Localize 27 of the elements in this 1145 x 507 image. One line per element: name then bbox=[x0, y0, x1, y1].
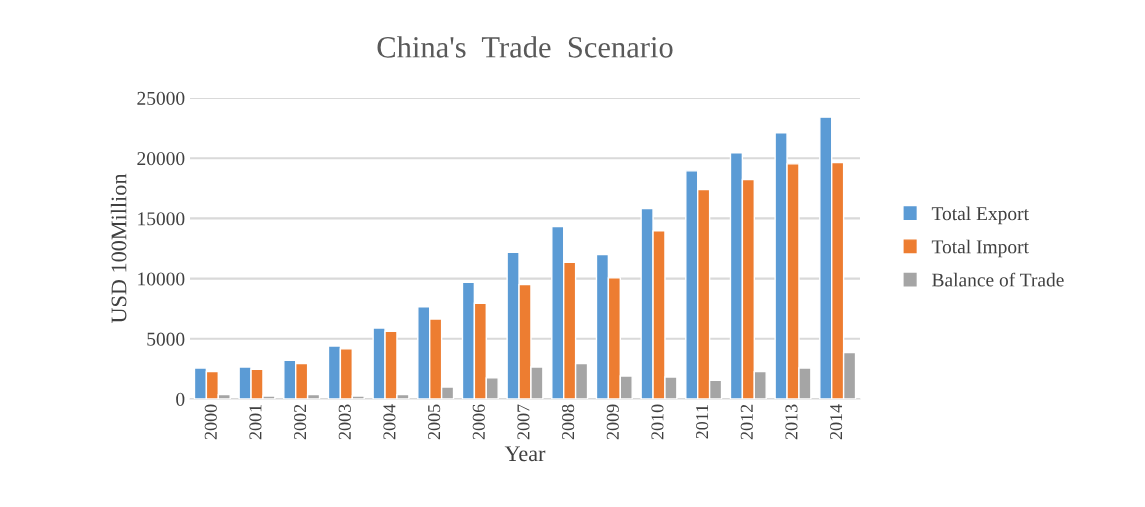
x-axis-title: Year bbox=[504, 446, 546, 462]
x-tick-label: 2007 bbox=[517, 404, 530, 440]
y-tick-label: 20000 bbox=[137, 152, 185, 166]
x-tick-label: 2005 bbox=[428, 404, 441, 440]
x-tick-label: 2012 bbox=[740, 404, 753, 440]
x-tick-label: 2014 bbox=[830, 404, 843, 440]
chart-title: China's Trade Scenario bbox=[377, 36, 673, 58]
x-tick-label: 2013 bbox=[785, 404, 798, 440]
y-tick-label: 0 bbox=[176, 392, 185, 406]
x-tick-label: 2011 bbox=[696, 404, 709, 439]
y-tick-label: 10000 bbox=[138, 272, 185, 286]
x-tick-label: 2009 bbox=[606, 404, 619, 440]
x-tick-label: 2006 bbox=[472, 404, 485, 440]
y-tick-label: 15000 bbox=[138, 212, 185, 226]
x-tick-label: 2002 bbox=[294, 404, 307, 440]
legend-label: Total Export bbox=[931, 206, 1029, 225]
x-tick-label: 2001 bbox=[249, 404, 262, 440]
legend-label: Balance of Trade bbox=[932, 272, 1064, 287]
x-tick-label: 2003 bbox=[338, 404, 351, 440]
x-tick-label: 2000 bbox=[204, 404, 217, 440]
y-tick-label: 5000 bbox=[147, 332, 185, 346]
y-axis-title: USD 100Million bbox=[110, 173, 127, 324]
legend-label: Total Import bbox=[931, 239, 1029, 258]
y-tick-label: 25000 bbox=[137, 91, 185, 105]
x-tick-label: 2010 bbox=[651, 404, 664, 440]
x-tick-label: 2004 bbox=[383, 404, 396, 440]
x-tick-label: 2008 bbox=[562, 404, 575, 440]
